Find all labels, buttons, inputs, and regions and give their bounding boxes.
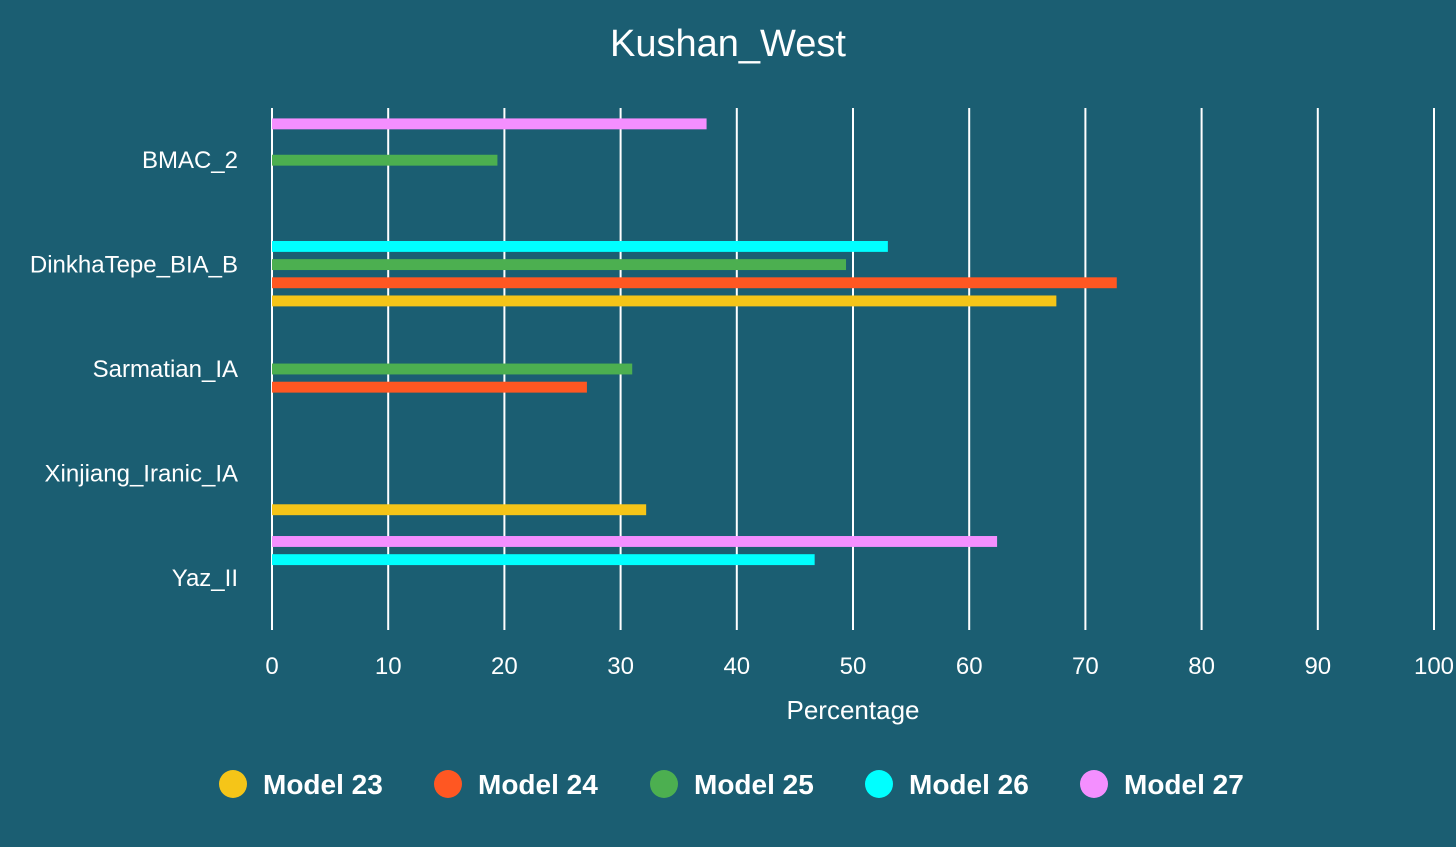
legend-label: Model 27: [1124, 769, 1244, 800]
bars-group: [272, 118, 1117, 566]
bar: [272, 240, 888, 252]
legend-swatch: [434, 770, 462, 798]
bar: [272, 277, 1117, 289]
legend-swatch: [650, 770, 678, 798]
legend-label: Model 26: [909, 769, 1029, 800]
legend-label: Model 23: [263, 769, 383, 800]
x-tick-label: 40: [723, 653, 750, 680]
bar: [272, 536, 998, 547]
category-label: Sarmatian_IA: [93, 356, 238, 383]
x-axis-title: Percentage: [787, 695, 920, 725]
bar: [272, 554, 815, 566]
bar: [272, 363, 633, 375]
x-tick-label: 80: [1188, 653, 1215, 680]
x-tick-label: 100: [1414, 653, 1454, 680]
x-tick-label: 0: [265, 653, 278, 680]
x-tick-label: 10: [375, 653, 402, 680]
x-tick-label: 70: [1072, 653, 1099, 680]
category-labels: BMAC_2 DinkhaTepe_BIA_B Sarmatian_IA Xinjia…: [30, 147, 238, 592]
bar: [272, 154, 498, 166]
bar: [272, 381, 587, 393]
bar: [272, 118, 707, 130]
legend-swatch: [865, 770, 893, 798]
bar: [272, 259, 847, 271]
legend-label: Model 25: [694, 769, 814, 800]
x-tick-label: 60: [956, 653, 983, 680]
category-label: Xinjiang_Iranic_IA: [45, 460, 238, 487]
x-tick-label: 50: [840, 653, 867, 680]
x-tick-label: 30: [607, 653, 634, 680]
bar: [272, 295, 1057, 307]
chart-title: Kushan_West: [610, 23, 846, 65]
category-label: DinkhaTepe_BIA_B: [30, 252, 238, 279]
category-label: Yaz_II: [172, 565, 238, 592]
legend-label: Model 24: [478, 769, 598, 800]
tick-labels: 0 10 20 30 40 50 60 70 80 90 100: [265, 653, 1454, 680]
legend-swatch: [219, 770, 247, 798]
x-tick-label: 90: [1304, 653, 1331, 680]
x-tick-label: 20: [491, 653, 518, 680]
legend: Model 23 Model 24 Model 25 Model 26 Model 27: [219, 769, 1244, 800]
bar: [272, 504, 647, 516]
gridlines: [271, 108, 1435, 630]
legend-swatch: [1080, 770, 1108, 798]
category-label: BMAC_2: [142, 147, 238, 174]
